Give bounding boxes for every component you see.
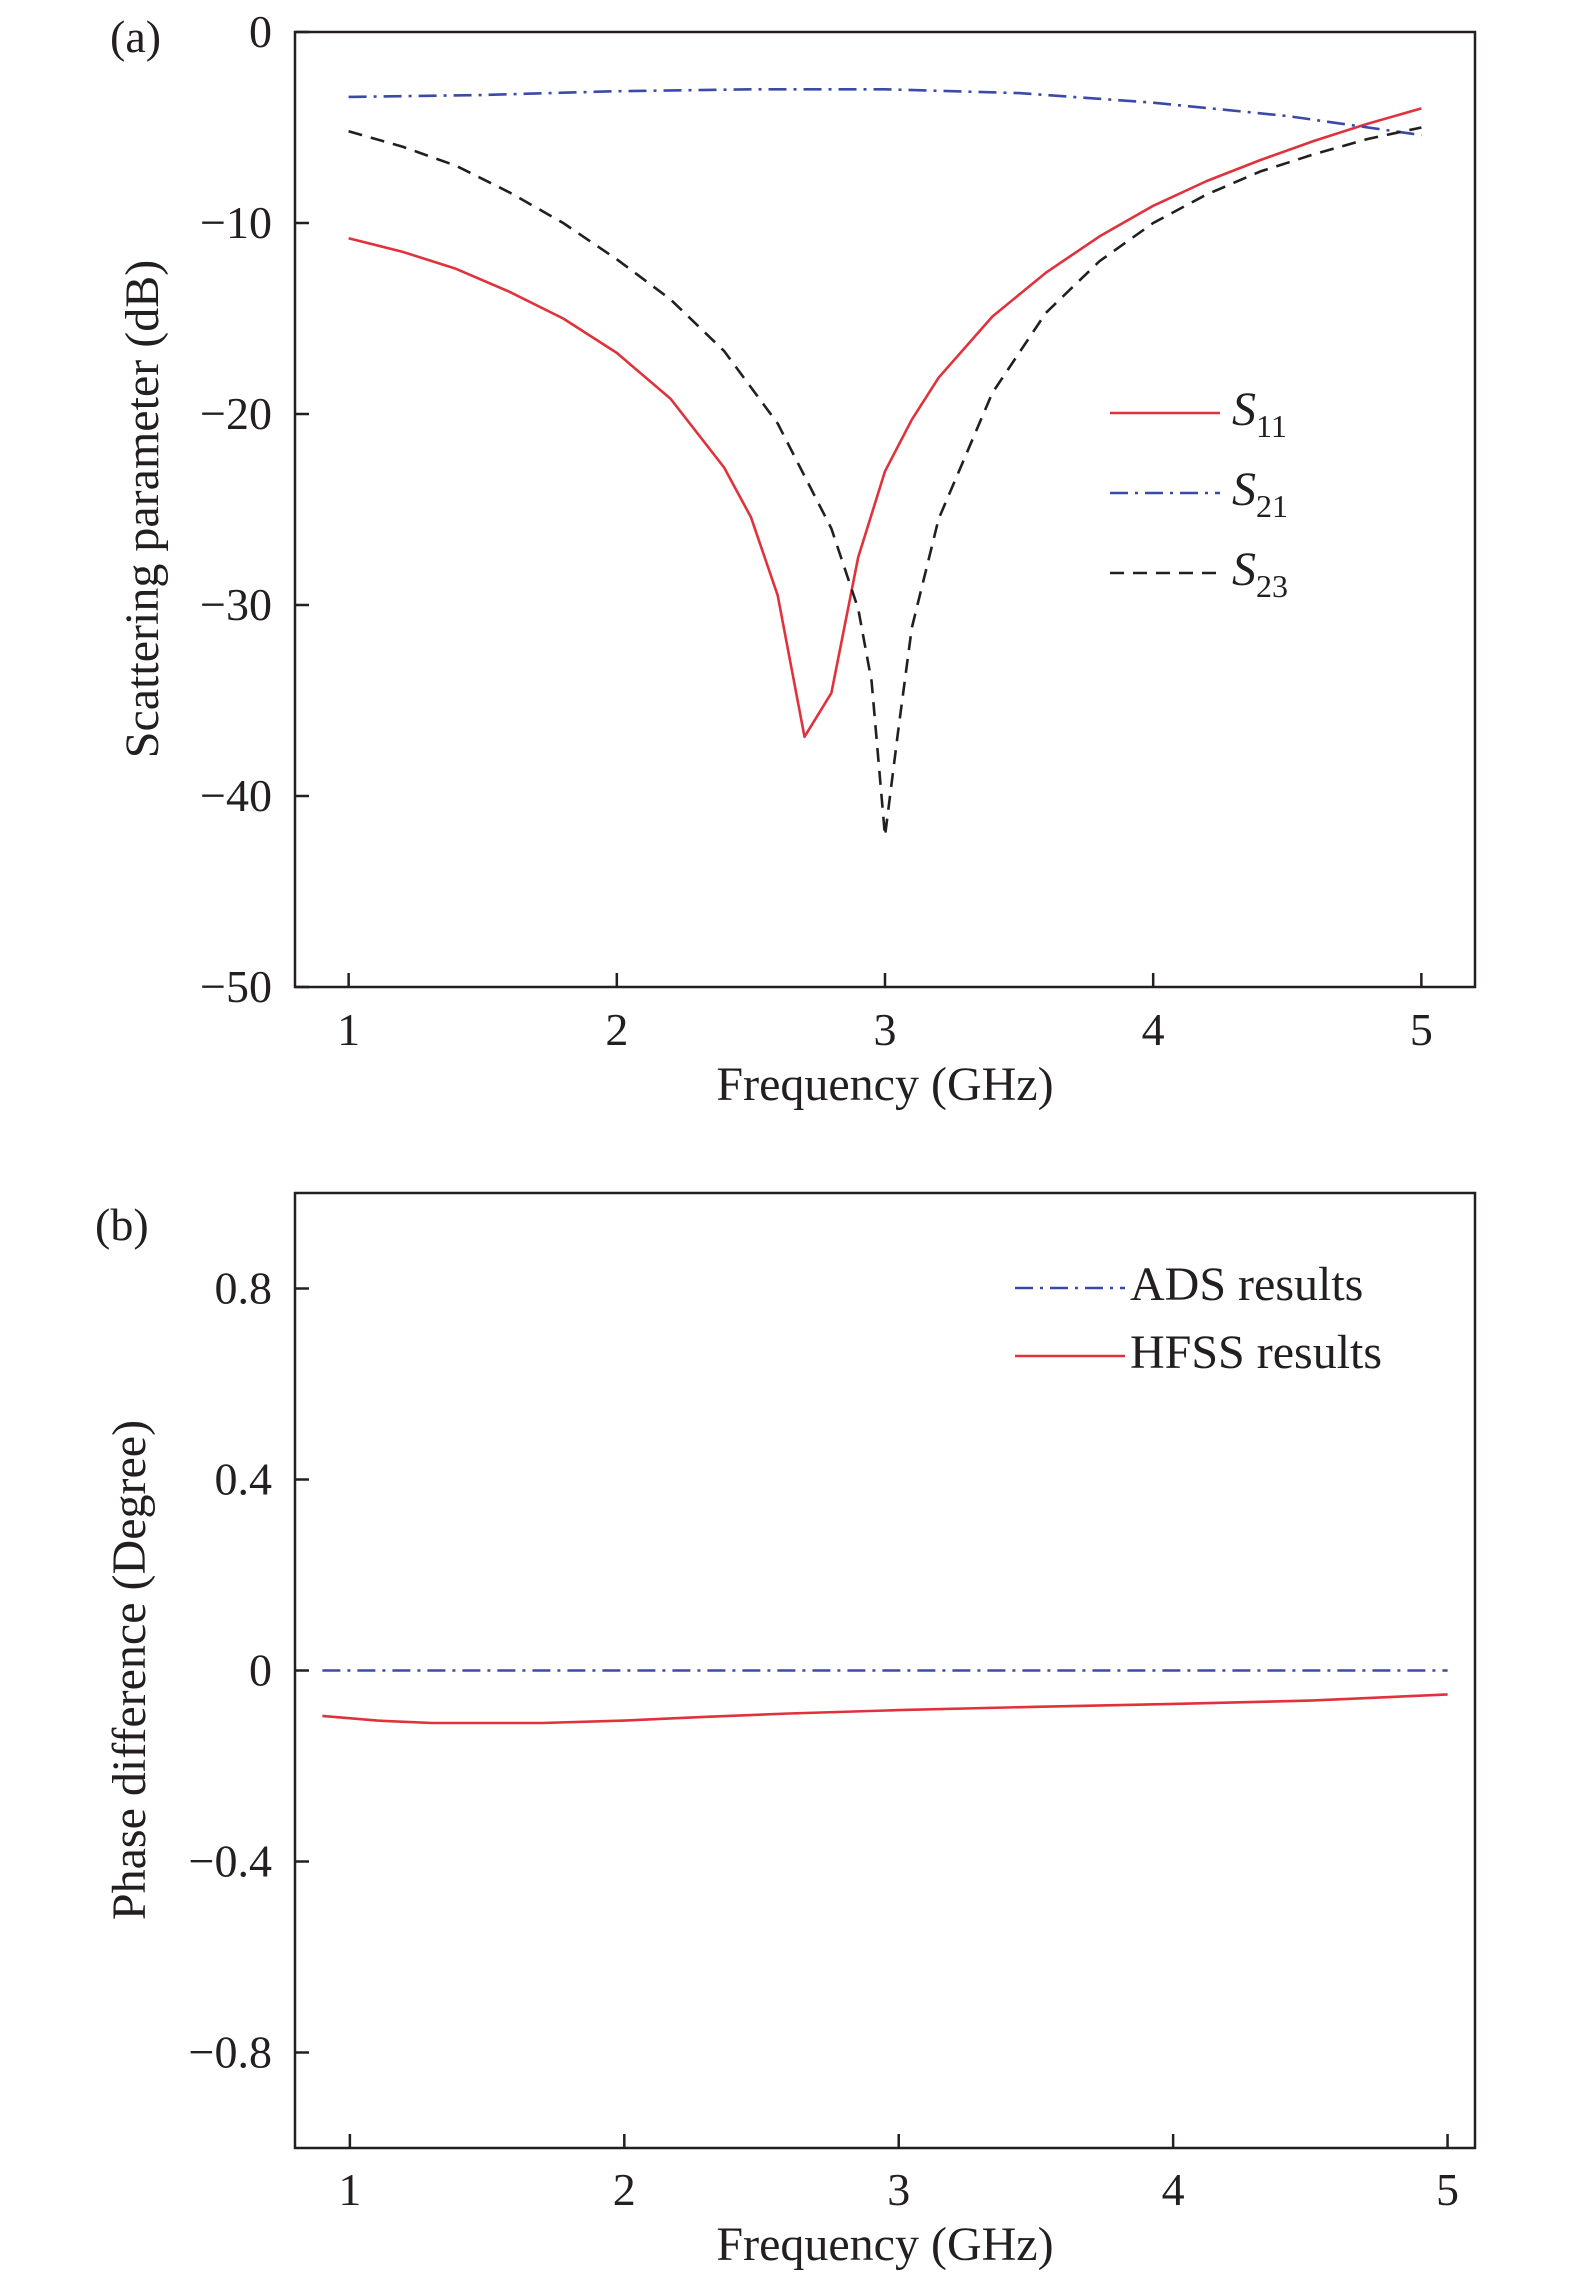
y-tick-label-b-2: 0: [249, 1645, 272, 1696]
chart-panel-a: (a) 1 2 3 4 5 0 −10 −20 −30 −40 −50 Frequency (GHz…: [110, 6, 1477, 1111]
y-tick-label-b-3: −0.4: [189, 1836, 272, 1887]
legend-label-b-0: ADS results: [1130, 1258, 1363, 1311]
x-tick-label-b-4: 5: [1436, 2164, 1459, 2215]
legend-b: ADS results HFSS results: [1015, 1258, 1382, 1379]
legend-label-a-2: S23: [1232, 543, 1288, 604]
y-axis-title-b: Phase difference (Degree): [103, 1420, 156, 1920]
legend-label-a-0: S11: [1232, 383, 1287, 444]
y-tick-label-a-1: −10: [200, 197, 272, 248]
x-tick-label-a-1: 2: [605, 1004, 628, 1055]
axis-ticks-a: 1 2 3 4 5 0 −10 −20 −30 −40 −50: [200, 6, 1433, 1055]
series-line-a-s21: [348, 88, 1422, 137]
x-tick-label-b-1: 2: [613, 2164, 636, 2215]
y-axis-title-a: Scattering parameter (dB): [116, 260, 169, 758]
y-tick-label-a-3: −30: [200, 579, 272, 630]
y-tick-label-a-2: −20: [200, 388, 272, 439]
y-tick-label-a-4: −40: [200, 770, 272, 821]
x-tick-label-a-0: 1: [337, 1004, 360, 1055]
legend-a: S11 S21 S23: [1110, 383, 1288, 604]
legend-label-b-1: HFSS results: [1130, 1326, 1382, 1379]
y-tick-label-b-1: 0.4: [215, 1454, 273, 1505]
chart-panel-b: (b) 1 2 3 4 5 0.8 0.4 0 −0.4 −0.8 Frequency (GHz)…: [95, 1191, 1477, 2271]
y-tick-label-b-0: 0.8: [215, 1263, 273, 1314]
x-tick-label-a-3: 4: [1142, 1004, 1165, 1055]
x-tick-label-a-4: 5: [1410, 1004, 1433, 1055]
series-line-a-s11: [348, 107, 1422, 739]
panel-b-label: (b): [95, 1199, 149, 1250]
series-group-b: [322, 1669, 1448, 1725]
x-axis-title-a: Frequency (GHz): [716, 1058, 1053, 1111]
y-tick-label-b-4: −0.8: [189, 2027, 272, 2078]
y-tick-label-a-0: 0: [249, 6, 272, 57]
plot-frame-a: [293, 30, 1477, 989]
series-line-b-hfss-results: [322, 1693, 1448, 1725]
x-tick-label-b-2: 3: [887, 2164, 910, 2215]
axis-ticks-b: 1 2 3 4 5 0.8 0.4 0 −0.4 −0.8: [189, 1263, 1460, 2216]
x-axis-title-b: Frequency (GHz): [716, 2218, 1053, 2271]
series-group-a: [348, 88, 1422, 838]
series-line-a-s23: [348, 126, 1422, 838]
x-tick-label-b-3: 4: [1162, 2164, 1185, 2215]
panel-a-label: (a): [110, 11, 161, 62]
y-tick-label-a-5: −50: [200, 961, 272, 1012]
x-tick-label-b-0: 1: [338, 2164, 361, 2215]
legend-label-a-1: S21: [1232, 463, 1288, 524]
x-tick-label-a-2: 3: [874, 1004, 897, 1055]
